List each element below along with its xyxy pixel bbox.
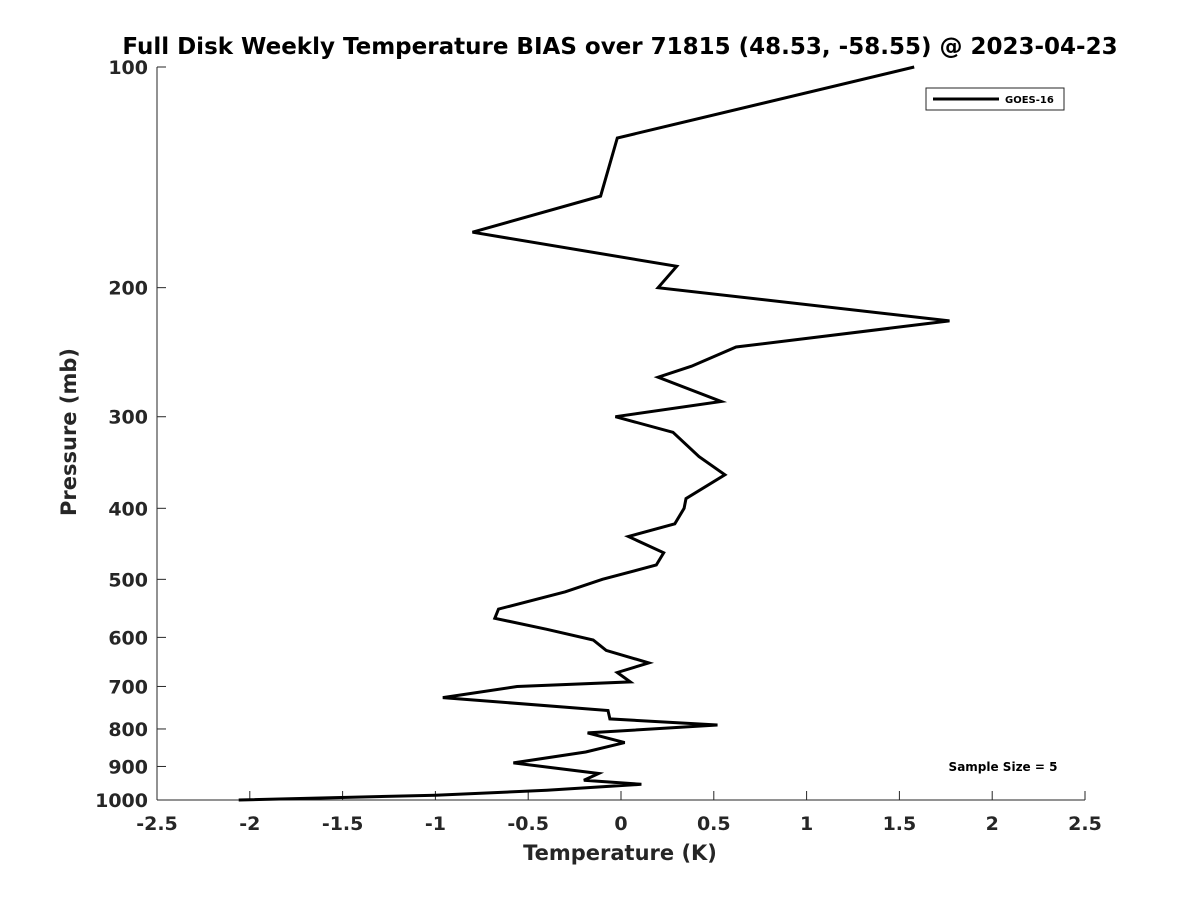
x-tick-label: -1 — [425, 813, 446, 835]
chart-title: Full Disk Weekly Temperature BIAS over 7… — [122, 34, 1117, 60]
x-tick-label: 1.5 — [883, 813, 917, 835]
plot-area — [238, 65, 950, 802]
x-tick-label: 0 — [614, 813, 627, 835]
x-tick-label: 2.5 — [1068, 813, 1102, 835]
chart-axes: -2.5 -2 -1.5 -1 -0.5 0 0.5 1 1.5 2 2.5 100 200 300 400… — [95, 57, 1102, 835]
y-tick-label: 100 — [108, 57, 148, 79]
y-tick-label: 1000 — [95, 790, 148, 812]
y-tick-label: 600 — [108, 627, 148, 649]
y-tick-label: 700 — [108, 676, 148, 698]
legend: GOES-16 — [925, 87, 1065, 111]
x-tick-label: -2 — [239, 813, 260, 835]
x-tick-label: -0.5 — [507, 813, 549, 835]
x-tick-label: 2 — [986, 813, 999, 835]
y-tick-label: 800 — [108, 719, 148, 741]
y-tick-label: 300 — [108, 407, 148, 429]
series-line-goes-16 — [238, 65, 950, 802]
y-tick-label: 500 — [108, 569, 148, 591]
y-tick-label: 900 — [108, 756, 148, 778]
x-tick-label: 1 — [800, 813, 813, 835]
y-tick-label: 200 — [108, 278, 148, 300]
x-tick-label: 0.5 — [697, 813, 731, 835]
sample-size-annotation: Sample Size = 5 — [949, 760, 1058, 774]
y-tick-label: 400 — [108, 498, 148, 520]
y-axis-label: Pressure (mb) — [57, 348, 81, 516]
x-tick-label: -1.5 — [322, 813, 364, 835]
x-axis-label: Temperature (K) — [523, 841, 717, 865]
x-tick-label: -2.5 — [136, 813, 178, 835]
legend-label: GOES-16 — [1005, 95, 1054, 106]
